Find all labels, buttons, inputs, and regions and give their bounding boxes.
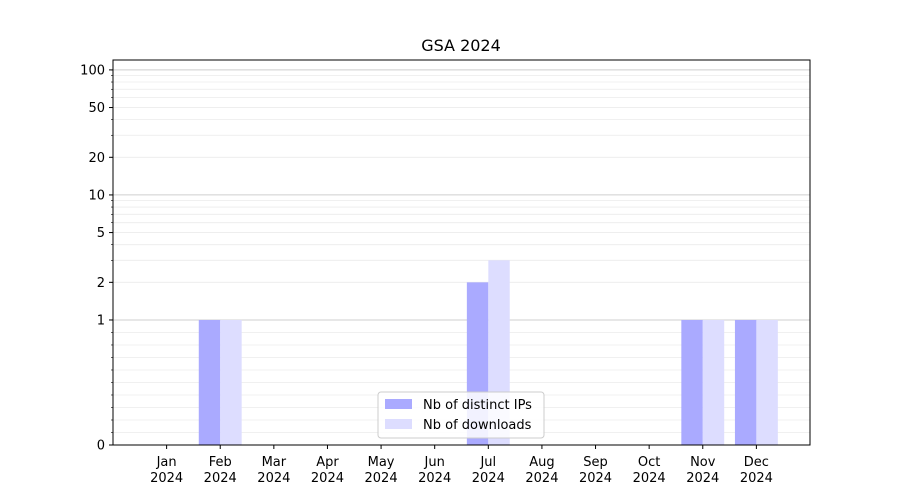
bar-downloads-11 — [702, 319, 725, 445]
x-tick-label: Nov 2024 — [686, 455, 719, 486]
x-tick-label: Dec 2024 — [740, 455, 773, 486]
legend-entry-label: Nb of downloads — [423, 418, 532, 433]
y-tick-label: 10 — [88, 188, 105, 203]
y-tick-label: 1 — [97, 313, 105, 328]
legend-swatch — [385, 399, 412, 409]
y-tick-label: 50 — [88, 101, 105, 116]
x-tick-label: Apr 2024 — [311, 455, 344, 486]
y-axis: 0 1 2 5 10 20 50 100 — [80, 63, 113, 454]
x-tick-label: Aug 2024 — [525, 455, 558, 486]
x-tick-label: Jun 2024 — [418, 455, 451, 486]
bar-distinct-ips-12 — [734, 319, 757, 445]
x-tick-label: May 2024 — [365, 455, 398, 486]
y-tick-label: 0 — [97, 439, 105, 454]
bar-distinct-ips-2 — [198, 319, 221, 445]
x-tick-label: Jul 2024 — [472, 455, 505, 486]
x-tick-label: Feb 2024 — [204, 455, 237, 486]
bar-downloads-2 — [220, 319, 242, 445]
y-tick-label: 5 — [97, 226, 105, 241]
x-tick-label: Jan 2024 — [150, 455, 183, 486]
y-tick-label: 100 — [80, 63, 105, 78]
plot-frame — [112, 59, 811, 446]
legend-entry-label: Nb of distinct IPs — [423, 398, 532, 413]
x-tick-label: Sep 2024 — [579, 455, 612, 486]
legend: Nb of distinct IPs Nb of downloads — [377, 391, 545, 439]
x-tick-label: Oct 2024 — [633, 455, 666, 486]
chart-title: GSA 2024 — [421, 36, 501, 55]
bar-distinct-ips-11 — [681, 319, 703, 445]
x-axis: Jan 2024 Feb 2024 Mar 2024 Apr 2024 May 2024 Jun 20… — [150, 445, 773, 486]
bar-downloads-12 — [756, 319, 778, 445]
y-tick-label: 2 — [97, 276, 105, 291]
legend-box — [377, 391, 545, 439]
bars — [198, 260, 778, 445]
y-tick-label: 20 — [88, 151, 105, 166]
x-tick-label: Mar 2024 — [257, 455, 290, 486]
legend-swatch — [385, 419, 412, 429]
